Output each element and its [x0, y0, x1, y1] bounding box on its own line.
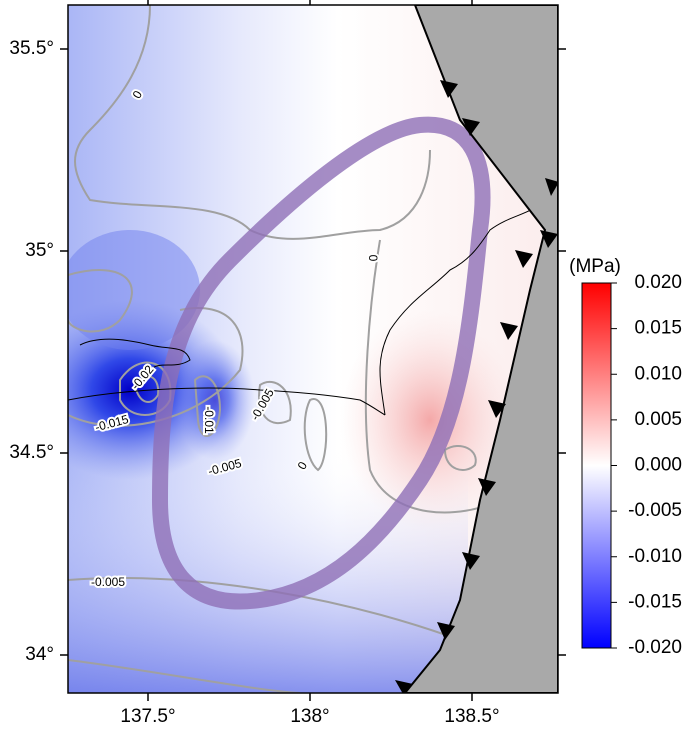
contour-label: -0.01	[202, 406, 216, 434]
colorbar-unit: (MPa)	[569, 256, 621, 277]
land-plate	[403, 5, 558, 693]
colorbar-label: 0.005	[634, 409, 682, 430]
colorbar-label: -0.015	[628, 591, 682, 612]
stress-low	[175, 340, 255, 460]
lat-label: 34.5°	[9, 442, 54, 463]
trench-triangles	[395, 80, 558, 693]
axes: 35.5° 35° 34.5° 34° 137.5° 138° 138.5° 0.020 0.0…	[9, 0, 682, 727]
colorbar-label: -0.010	[628, 546, 682, 567]
coastline	[68, 199, 546, 416]
lat-label: 35.5°	[9, 38, 54, 59]
colorbar-label: 0.010	[634, 363, 682, 384]
lon-label: 138°	[290, 706, 329, 727]
rupture-outline	[151, 116, 491, 610]
contour-label: 0	[366, 255, 380, 262]
colorbar-label: 0.015	[634, 318, 682, 339]
colorbar-label: 0.020	[634, 272, 682, 293]
colorbar-label: -0.020	[628, 637, 682, 658]
lon-label: 138.5°	[444, 706, 499, 727]
map-frame	[67, 4, 559, 694]
lon-label: 137.5°	[120, 706, 175, 727]
lat-label: 35°	[25, 240, 54, 261]
stress-low	[68, 230, 200, 350]
colorbar-label: 0.000	[634, 455, 682, 476]
colorbar	[581, 282, 612, 649]
lat-label: 34°	[25, 644, 54, 665]
contour-label: -0.005	[91, 575, 125, 589]
map-area	[68, 5, 558, 693]
colorbar-label: -0.005	[628, 500, 682, 521]
stress-high	[340, 310, 520, 530]
